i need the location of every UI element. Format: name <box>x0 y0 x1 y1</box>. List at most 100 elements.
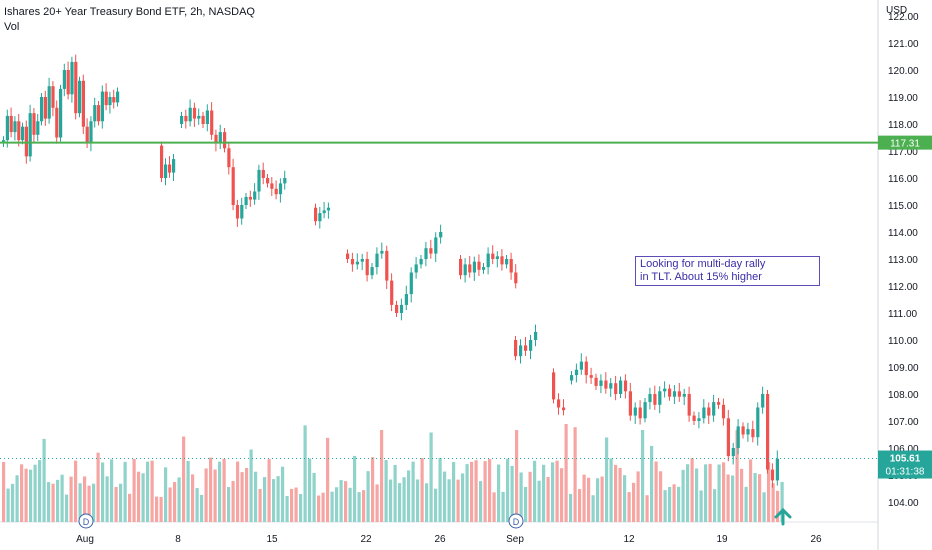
volume-bar <box>87 485 91 522</box>
volume-bar <box>762 492 766 522</box>
dividend-marker[interactable] <box>508 513 524 529</box>
volume-bar <box>677 486 681 522</box>
candle-body <box>419 259 423 265</box>
annotation-note[interactable]: Looking for multi-day rally in TLT. Abou… <box>635 256 820 286</box>
up-arrow-icon <box>774 507 792 526</box>
candle-body <box>274 188 278 195</box>
candle-body <box>32 113 36 135</box>
volume-bar <box>2 461 6 522</box>
candle-body <box>599 380 603 386</box>
price-tick-label: 110.00 <box>888 336 918 347</box>
time-tick-label: 26 <box>434 534 446 545</box>
volume-bar <box>285 495 289 522</box>
candle-body <box>21 126 25 141</box>
volume-bar <box>506 458 510 522</box>
volume-bar <box>456 479 460 522</box>
candle-body <box>55 107 59 138</box>
volume-bar <box>141 473 145 522</box>
dividend-marker-label: D <box>513 517 520 527</box>
volume-bar <box>146 461 150 522</box>
volume-bar <box>407 470 411 522</box>
candle-body <box>594 377 598 386</box>
volume-bar <box>686 464 690 522</box>
volume-bar <box>65 494 69 522</box>
volume-bar <box>704 464 708 522</box>
candle-body <box>184 115 188 122</box>
candle-body <box>78 80 82 114</box>
volume-bar <box>663 490 667 522</box>
volume-bar <box>182 436 186 522</box>
volume-bar <box>681 469 685 522</box>
candle-body <box>424 248 428 259</box>
volume-bar <box>299 493 303 522</box>
candle-body <box>62 70 66 89</box>
candle-body <box>463 264 467 276</box>
candle-body <box>326 207 331 211</box>
volume-bar <box>641 430 645 522</box>
volume-bar <box>582 474 586 522</box>
candle-body <box>429 248 433 254</box>
candle-body <box>672 391 677 397</box>
volume-bar <box>749 459 753 522</box>
volume-bar <box>326 437 330 522</box>
volume-bar <box>546 476 550 522</box>
candle-body <box>495 256 499 259</box>
volume-bar <box>771 483 775 522</box>
volume-bar <box>114 486 118 522</box>
candle-body <box>459 259 463 276</box>
volume-bar <box>524 486 528 522</box>
volume-bar <box>101 462 105 522</box>
candle-body <box>214 134 218 143</box>
candle-body <box>409 272 413 295</box>
volume-bar <box>164 467 168 522</box>
volume-bar <box>650 445 654 522</box>
candle-body <box>74 61 78 114</box>
volume-bar <box>555 460 559 522</box>
volume-bar <box>263 477 267 522</box>
price-tick-label: 122.00 <box>888 12 919 23</box>
candle-body <box>468 264 472 273</box>
candle-body <box>375 253 379 268</box>
dividend-marker[interactable] <box>78 513 94 529</box>
volume-bar <box>222 458 226 522</box>
candle-body <box>505 259 509 265</box>
candle-body <box>5 115 9 141</box>
volume-bar <box>362 490 366 522</box>
volume-bar <box>123 461 127 522</box>
volume-bar <box>33 464 37 522</box>
candle-body <box>231 167 235 205</box>
candle-body <box>164 164 168 178</box>
candle-body <box>434 237 438 254</box>
price-tick-label: 120.00 <box>888 66 919 77</box>
support-line-badge <box>878 135 932 150</box>
volume-bar <box>69 476 73 522</box>
volume-bar <box>614 464 618 522</box>
candle-body <box>721 404 726 419</box>
price-tick-label: 111.00 <box>888 309 918 320</box>
volume-bar <box>537 480 541 522</box>
candle-body <box>24 126 28 157</box>
price-tick-label: 115.00 <box>888 201 918 212</box>
time-tick-label: 12 <box>623 534 635 545</box>
candle-body <box>100 91 104 122</box>
candle-body <box>59 88 63 138</box>
volume-bar <box>632 482 636 522</box>
candle-body <box>514 340 518 357</box>
candle-body <box>253 191 257 200</box>
volume-bar <box>596 478 600 522</box>
candle-body <box>188 107 192 122</box>
volume-bar <box>713 489 717 522</box>
candle-body <box>227 148 231 168</box>
volume-bar <box>353 455 357 522</box>
candle-body <box>697 418 701 421</box>
candle-body <box>658 391 662 405</box>
candle-body <box>370 267 374 276</box>
candle-body <box>439 232 443 238</box>
volume-bar <box>515 430 519 522</box>
volume-bar <box>740 468 744 522</box>
support-line-label: 117.31 <box>890 139 920 150</box>
volume-bar <box>767 462 771 522</box>
volume-bar <box>780 481 784 522</box>
candle-body <box>557 399 561 408</box>
